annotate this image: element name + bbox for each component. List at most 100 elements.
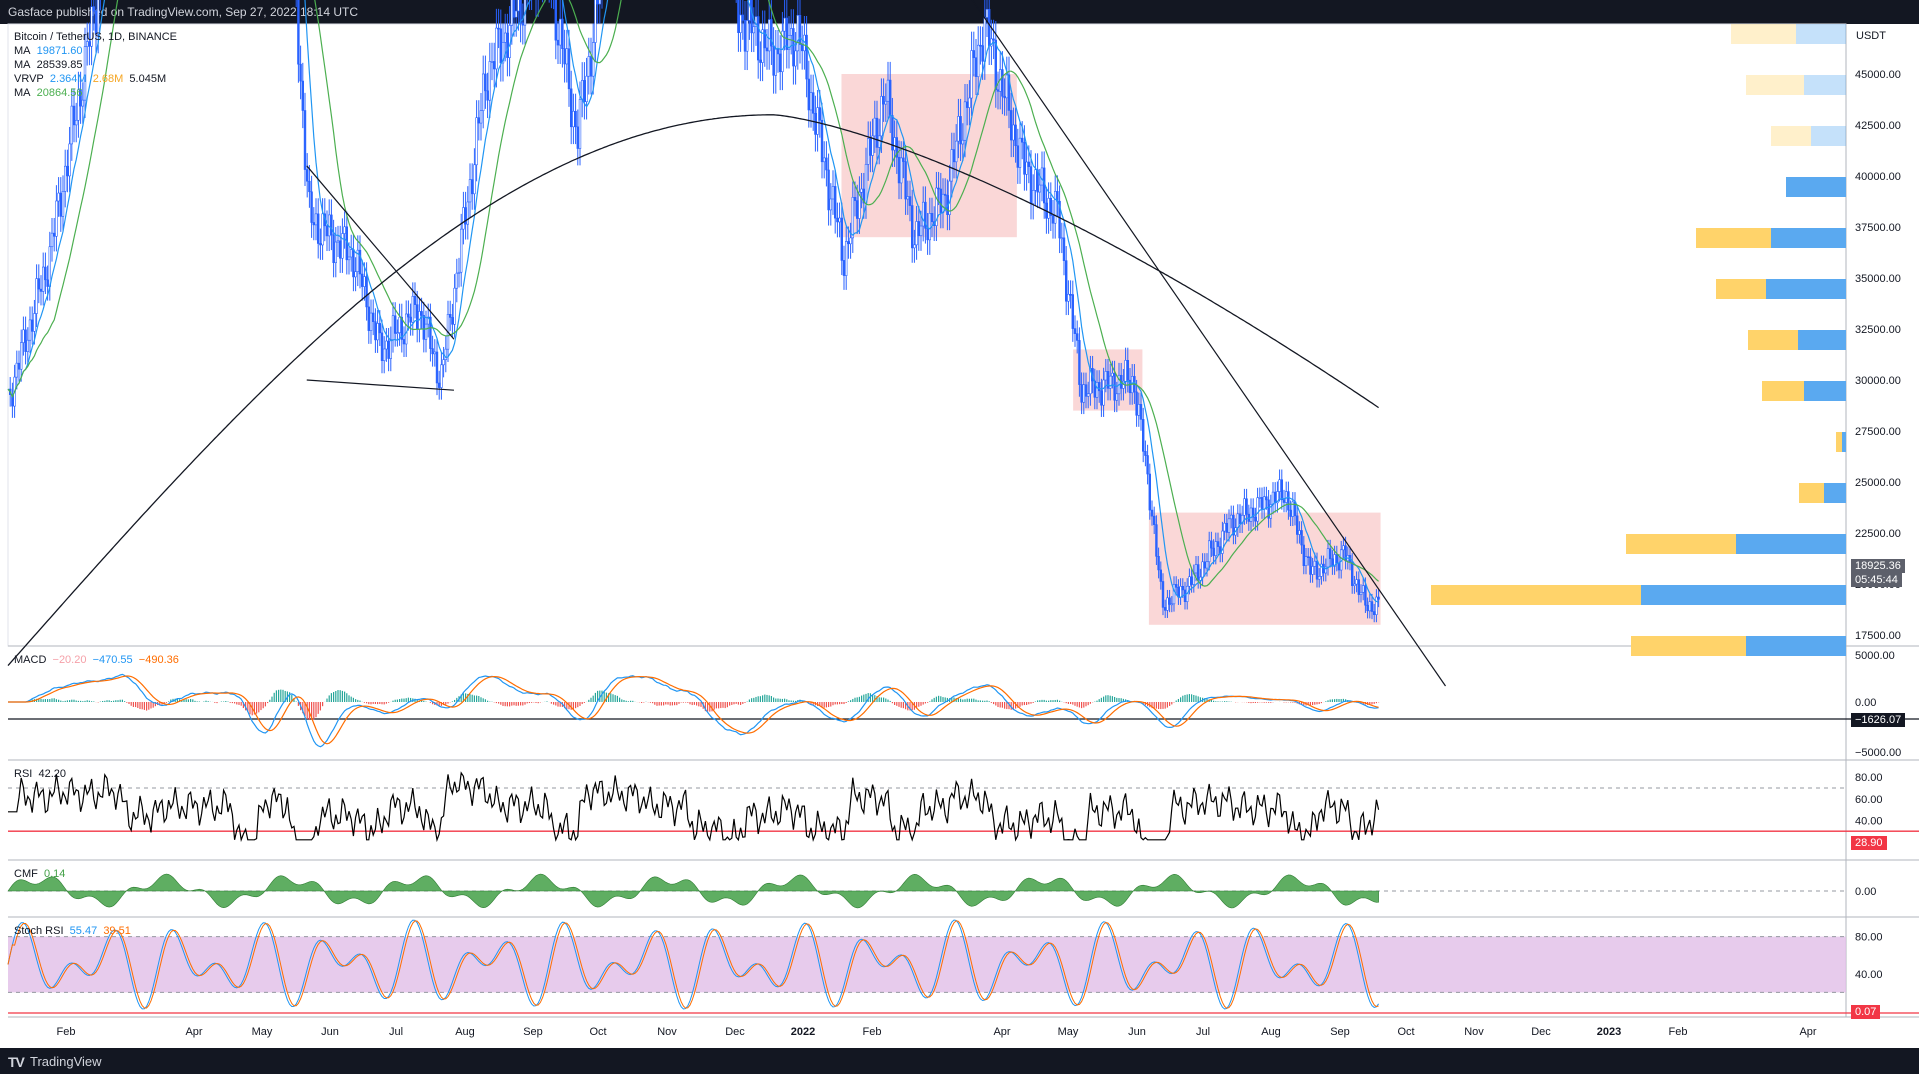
candle bbox=[1364, 585, 1367, 606]
candle bbox=[851, 197, 855, 239]
candle bbox=[1084, 384, 1088, 397]
candle bbox=[783, 17, 786, 32]
rsi-tick: 60.00 bbox=[1855, 794, 1883, 806]
candle bbox=[1359, 591, 1363, 595]
candle bbox=[1298, 530, 1301, 535]
candle bbox=[759, 59, 762, 63]
candle bbox=[514, 10, 518, 18]
ma1-legend: MA 19871.60 bbox=[14, 44, 177, 58]
ma2-legend: MA 28539.85 bbox=[14, 58, 177, 72]
candle bbox=[1296, 515, 1299, 535]
candle bbox=[297, 0, 300, 65]
candle bbox=[1102, 379, 1105, 406]
candle bbox=[891, 115, 894, 151]
macd-signal-line bbox=[8, 675, 1379, 745]
candle bbox=[789, 28, 793, 36]
candle bbox=[1307, 556, 1310, 558]
candle bbox=[556, 39, 560, 46]
candle bbox=[444, 348, 447, 360]
candle bbox=[1329, 548, 1332, 560]
candle bbox=[517, 0, 520, 12]
candle bbox=[875, 117, 879, 148]
candle bbox=[1366, 604, 1369, 612]
candle bbox=[33, 313, 36, 332]
candle bbox=[1135, 391, 1138, 416]
volume-profile-bar bbox=[1798, 330, 1846, 350]
time-tick: Feb bbox=[57, 1026, 76, 1038]
candle bbox=[48, 246, 52, 287]
cmf-area bbox=[7, 873, 1379, 909]
candle bbox=[1146, 455, 1149, 475]
volume-profile-bar bbox=[1786, 177, 1846, 197]
candle bbox=[41, 266, 45, 292]
candle bbox=[1225, 522, 1229, 533]
candle bbox=[745, 20, 749, 52]
candle bbox=[811, 92, 815, 114]
candle bbox=[72, 105, 76, 126]
candle bbox=[75, 119, 78, 126]
candle bbox=[818, 107, 822, 121]
candle bbox=[1280, 479, 1284, 501]
candle bbox=[822, 157, 826, 163]
candle bbox=[1205, 561, 1209, 569]
price-tick: 30000.00 bbox=[1855, 375, 1901, 387]
candle bbox=[908, 196, 912, 206]
candle bbox=[836, 217, 839, 223]
candle bbox=[387, 340, 390, 359]
candle bbox=[1082, 384, 1086, 403]
candle bbox=[24, 329, 27, 352]
stoch-current-tag: 0.07 bbox=[1851, 1005, 1881, 1019]
candle bbox=[464, 207, 467, 225]
candle bbox=[380, 332, 384, 361]
time-tick: Dec bbox=[725, 1026, 745, 1038]
candle bbox=[1232, 514, 1235, 536]
candle bbox=[1344, 545, 1347, 562]
candle bbox=[1100, 390, 1103, 406]
volume-profile-bar bbox=[1804, 381, 1846, 401]
candle bbox=[1139, 404, 1143, 420]
candle bbox=[1318, 576, 1321, 580]
candle bbox=[332, 234, 335, 264]
candle bbox=[1269, 504, 1273, 519]
candle bbox=[1223, 522, 1226, 532]
time-tick: Aug bbox=[455, 1026, 475, 1038]
candle bbox=[906, 196, 910, 200]
candle bbox=[1027, 161, 1031, 167]
candle bbox=[1377, 596, 1380, 600]
candle bbox=[1282, 499, 1286, 503]
candle bbox=[814, 112, 817, 135]
candle bbox=[510, 0, 513, 26]
candle bbox=[400, 316, 403, 340]
candle bbox=[382, 348, 386, 361]
candle bbox=[1087, 393, 1090, 397]
trendline bbox=[971, 0, 1446, 687]
candle bbox=[737, 0, 740, 33]
candle bbox=[1230, 514, 1233, 520]
candle bbox=[1164, 607, 1167, 611]
candle bbox=[316, 213, 320, 244]
candle bbox=[770, 19, 773, 47]
time-tick: Oct bbox=[589, 1026, 606, 1038]
candle bbox=[64, 165, 67, 192]
candle bbox=[1071, 294, 1075, 329]
candle bbox=[893, 137, 896, 151]
candle bbox=[1375, 596, 1378, 615]
candle bbox=[1025, 161, 1028, 175]
candle bbox=[503, 32, 507, 43]
candle bbox=[809, 92, 813, 111]
candle bbox=[1357, 579, 1361, 595]
candle bbox=[17, 362, 21, 370]
currency-label: USDT bbox=[1856, 30, 1886, 42]
candle bbox=[442, 359, 445, 366]
time-tick: Sep bbox=[1330, 1026, 1350, 1038]
ma1-value: 19871.60 bbox=[36, 45, 83, 57]
candle bbox=[1175, 584, 1178, 588]
candle bbox=[866, 138, 870, 165]
candle bbox=[468, 179, 472, 203]
candle bbox=[921, 201, 925, 227]
candle bbox=[341, 233, 344, 259]
candle bbox=[1320, 563, 1323, 577]
candle bbox=[440, 364, 443, 388]
ma2-label: MA bbox=[14, 59, 31, 71]
